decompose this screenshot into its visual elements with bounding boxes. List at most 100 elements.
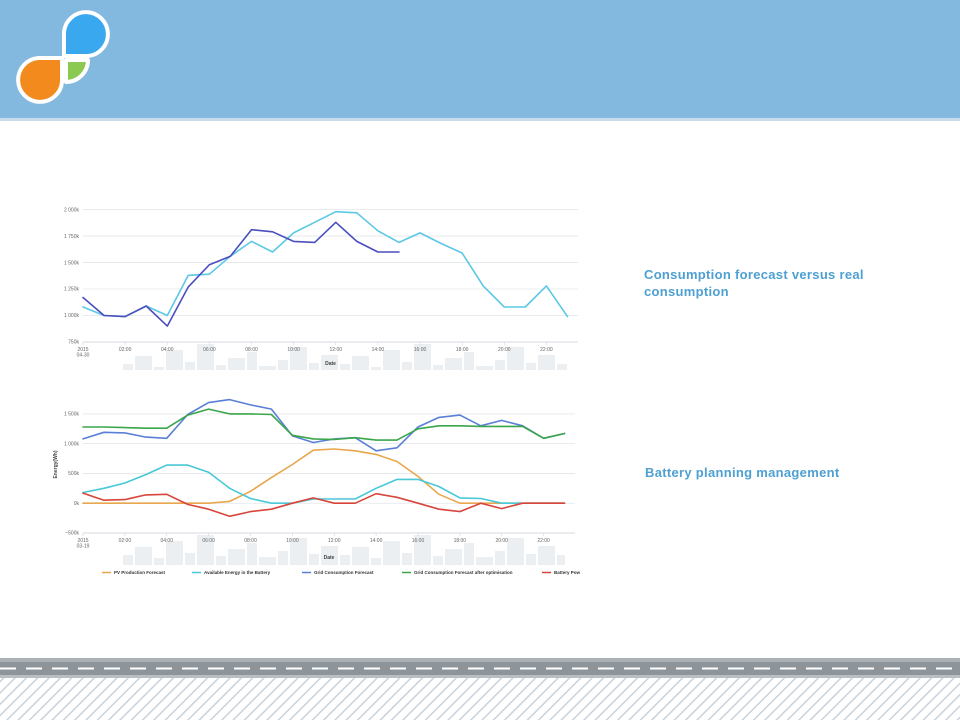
x-tick-label-line: 08:00 <box>244 538 257 544</box>
skyline-building <box>352 356 369 370</box>
series-line <box>82 210 569 318</box>
x-tick-label-line: 14:00 <box>370 538 383 544</box>
x-tick-label: 04:00 <box>161 347 174 353</box>
skyline-building <box>278 360 288 370</box>
y-tick-label: 1 500k <box>64 412 80 418</box>
skyline-building <box>538 546 555 565</box>
legend-label: Grid Consumption Forecast after optimisa… <box>414 570 513 575</box>
city-skyline-watermark <box>123 344 567 370</box>
logo-orange-petal <box>16 56 64 104</box>
skyline-building <box>216 365 226 370</box>
skyline-building <box>414 344 431 370</box>
skyline-building <box>290 538 307 565</box>
skyline-building <box>228 358 245 370</box>
x-tick-label-line: 14:00 <box>372 347 385 353</box>
skyline-building <box>340 364 350 370</box>
skyline-building <box>197 344 214 370</box>
skyline-building <box>414 535 431 565</box>
company-logo <box>16 10 110 104</box>
x-tick-label: 22:00 <box>537 538 550 544</box>
skyline-building <box>154 367 164 370</box>
skyline-building <box>383 541 400 565</box>
x-tick-label: 10:00 <box>287 347 300 353</box>
x-tick-label: 20:00 <box>495 538 508 544</box>
x-tick-label-line: 12:00 <box>330 347 343 353</box>
x-tick-label: 12:00 <box>330 347 343 353</box>
skyline-building <box>259 557 276 565</box>
x-tick-label-line: 16:00 <box>412 538 425 544</box>
skyline-building <box>464 543 474 565</box>
series-line <box>82 464 566 504</box>
skyline-building <box>278 551 288 565</box>
legend-label: PV Production Forecast <box>114 570 166 575</box>
x-tick-label-line: 22:00 <box>537 538 550 544</box>
series-line <box>82 398 566 452</box>
skyline-building <box>290 347 307 370</box>
skyline-building <box>402 553 412 565</box>
legend-label: Available Energy in the Battery <box>204 570 271 575</box>
x-tick-label-line: 16:00 <box>414 347 427 353</box>
x-tick-label: 08:00 <box>244 538 257 544</box>
consumption-caption: Consumption forecast versus real consump… <box>644 267 864 299</box>
skyline-building <box>557 555 565 565</box>
y-tick-label: 2 000k <box>64 207 80 213</box>
skyline-building <box>185 362 195 370</box>
series-line <box>82 492 566 518</box>
x-tick-label-line: 22:00 <box>540 347 553 353</box>
x-tick-label: 22:00 <box>540 347 553 353</box>
skyline-building <box>538 355 555 370</box>
skyline-building <box>340 555 350 565</box>
x-tick-label-line: 02:00 <box>119 538 132 544</box>
x-tick-label: 12:00 <box>328 538 341 544</box>
x-tick-label-line: 20:00 <box>498 347 511 353</box>
skyline-building <box>495 360 505 370</box>
skyline-building <box>321 546 338 565</box>
y-tick-label: 500k <box>68 471 79 477</box>
skyline-building <box>216 556 226 565</box>
skyline-building <box>383 350 400 370</box>
skyline-building <box>526 363 536 370</box>
x-tick-label-line: 04:00 <box>160 538 173 544</box>
y-tick-label: 1 250k <box>64 287 80 293</box>
skyline-building <box>402 362 412 370</box>
x-tick-label: 2015 03-19 <box>77 538 90 550</box>
x-tick-label: 04:00 <box>160 538 173 544</box>
skyline-building <box>445 358 462 370</box>
battery-chart: −500k 0k 500k 1 000k 1 500k 2015 03-19 02:00 04:… <box>50 378 580 583</box>
y-tick-label: 1 750k <box>64 234 80 240</box>
consumption-chart: 750k 1 000k 1 250k 1 500k 1 750k 2 000k 2015 04… <box>50 185 580 370</box>
skyline-building <box>507 538 524 565</box>
x-tick-label: 20:00 <box>498 347 511 353</box>
series-line <box>82 221 400 327</box>
x-tick-label-line: 03-19 <box>77 544 90 550</box>
skyline-building <box>433 556 443 565</box>
battery-caption: Battery planning management <box>645 465 840 480</box>
skyline-building <box>309 554 319 565</box>
skyline-building <box>507 347 524 370</box>
x-axis-title: Date <box>325 361 336 367</box>
skyline-building <box>166 350 183 370</box>
skyline-building <box>371 367 381 370</box>
x-tick-label: 02:00 <box>119 538 132 544</box>
x-tick-label-line: 2015 <box>77 347 88 353</box>
x-tick-label-line: 2015 <box>77 538 88 544</box>
logo-green-petal <box>64 58 90 84</box>
skyline-building <box>352 547 369 565</box>
x-tick-label: 14:00 <box>370 538 383 544</box>
skyline-building <box>321 355 338 370</box>
x-tick-label: 08:00 <box>245 347 258 353</box>
x-tick-label-line: 04-30 <box>77 353 90 359</box>
skyline-building <box>247 543 257 565</box>
y-axis-title: Energy(Wh) <box>53 450 59 478</box>
legend-label: Battery Power <box>554 570 580 575</box>
skyline-building <box>476 366 493 370</box>
skyline-building <box>247 352 257 370</box>
x-tick-label: 02:00 <box>119 347 132 353</box>
skyline-building <box>135 547 152 565</box>
y-tick-label: 750k <box>68 340 79 346</box>
y-tick-label: 1 500k <box>64 260 80 266</box>
skyline-building <box>526 554 536 565</box>
x-tick-label: 16:00 <box>412 538 425 544</box>
x-tick-label: 16:00 <box>414 347 427 353</box>
